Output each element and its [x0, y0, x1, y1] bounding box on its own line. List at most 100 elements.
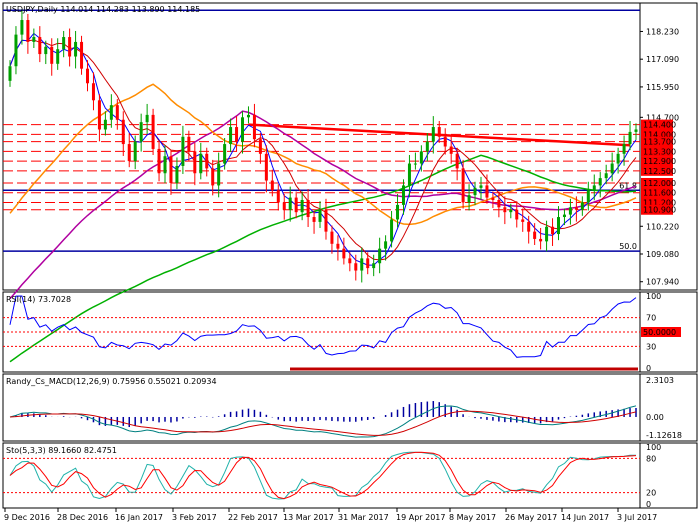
candle-body — [103, 119, 107, 130]
candle-body — [533, 231, 537, 239]
candle-body — [330, 231, 334, 244]
candle-body — [527, 221, 531, 232]
price-tick-label: 112.500 — [643, 167, 676, 176]
time-tick-label: 16 Jan 2017 — [115, 513, 163, 522]
candle-body — [26, 20, 30, 42]
candle-body — [181, 136, 185, 166]
candle-body — [539, 238, 543, 242]
rsi-tick-label: 50.0000 — [643, 328, 676, 337]
candle-body — [74, 41, 78, 57]
price-tick-label: 114.700 — [646, 113, 679, 122]
time-tick-label: 9 Dec 2016 — [4, 513, 50, 522]
candle-body — [449, 146, 453, 154]
candle-body — [306, 200, 310, 218]
candle-body — [497, 200, 501, 208]
candle-body — [205, 153, 209, 169]
candle-body — [169, 156, 173, 183]
candle-body — [32, 37, 36, 42]
candle-body — [258, 139, 262, 154]
macd-line — [9, 405, 637, 438]
price-label-bg — [641, 204, 673, 215]
time-axis: 9 Dec 2016 28 Dec 2016 16 Jan 2017 3 Feb 20… — [4, 508, 657, 522]
candle-body — [133, 141, 137, 162]
candle-body — [8, 66, 12, 81]
rsi-line — [9, 295, 637, 358]
candle-body — [604, 173, 608, 179]
rsi-tick-label: 0 — [646, 364, 651, 373]
stoch-k-line — [9, 451, 637, 500]
candle-body — [312, 217, 316, 222]
candle-body — [318, 209, 322, 222]
price-panel: 61.850.0118.230117.090115.950114.700114.… — [3, 5, 679, 363]
candle-body — [294, 197, 298, 213]
price-tick-label: 117.090 — [646, 55, 679, 64]
candle-body — [384, 241, 388, 249]
candle-body — [366, 258, 370, 269]
price-tick-label: 111.200 — [643, 198, 676, 207]
candle-body — [378, 248, 382, 264]
candle-body — [407, 163, 411, 186]
stoch-tick-label: 0 — [646, 500, 651, 509]
candle-body — [187, 136, 191, 152]
candle-body — [598, 178, 602, 186]
candle-body — [491, 197, 495, 201]
candle-body — [246, 114, 250, 118]
candle-body — [68, 37, 72, 57]
candle-body — [467, 195, 471, 203]
candle-body — [151, 114, 155, 149]
price-tick-label: 113.300 — [643, 147, 676, 156]
fib-61-8-label: 61.8 — [619, 181, 637, 190]
candle-body — [372, 263, 376, 269]
price-tick-label: 115.950 — [646, 83, 679, 92]
price-tick-label: 113.700 — [643, 138, 676, 147]
candle-body — [145, 114, 149, 123]
ma-red-line — [9, 39, 637, 261]
price-tick-label: 112.900 — [643, 157, 676, 166]
candle-body — [276, 190, 280, 203]
time-tick-label: 26 May 2017 — [505, 513, 557, 522]
fib-50-0-label: 50.0 — [619, 242, 637, 251]
rsi-tick-label: 70 — [646, 314, 656, 323]
candle-body — [175, 165, 179, 183]
candle-body — [503, 207, 507, 213]
candle-body — [342, 248, 346, 259]
price-tick-label: 112.000 — [643, 179, 676, 188]
ma-purple-line — [9, 110, 637, 300]
candle-body — [270, 180, 274, 191]
candle-body — [91, 83, 95, 101]
candle-body — [62, 37, 66, 50]
ma-orange-line — [9, 83, 637, 226]
macd-tick-label: 0.00 — [646, 413, 664, 422]
candle-body — [50, 46, 54, 64]
time-tick-label: 31 Mar 2017 — [338, 513, 389, 522]
price-tick-label: 118.230 — [646, 27, 679, 36]
candle-body — [622, 144, 626, 154]
candle-body — [38, 37, 42, 55]
price-label-bg — [641, 187, 673, 198]
macd-tick-label: -1.12618 — [646, 431, 682, 440]
candle-body — [396, 204, 400, 220]
time-tick-label: 13 Mar 2017 — [283, 513, 334, 522]
panel-frame-0 — [2, 2, 698, 291]
price-tick-label: 110.900 — [643, 206, 676, 215]
price-label-bg — [641, 197, 673, 208]
macd-signal-line — [9, 410, 637, 436]
candle-body — [109, 105, 113, 120]
candle-body — [44, 46, 48, 55]
candle-body — [473, 187, 477, 196]
candle-body — [592, 185, 596, 191]
price-label-bg — [641, 177, 673, 188]
stoch-tick-label: 80 — [646, 454, 656, 463]
ma-blue-line — [9, 32, 637, 266]
candle-body — [562, 214, 566, 218]
candle-body — [264, 153, 268, 181]
candle-body — [121, 119, 125, 145]
candle-body — [479, 185, 483, 188]
candle-body — [282, 202, 286, 210]
candle-body — [348, 258, 352, 264]
candle-body — [390, 219, 394, 242]
candle-body — [288, 197, 292, 210]
candle-body — [455, 153, 459, 169]
price-tick-label: 107.940 — [646, 278, 679, 287]
candle-body — [300, 200, 304, 213]
